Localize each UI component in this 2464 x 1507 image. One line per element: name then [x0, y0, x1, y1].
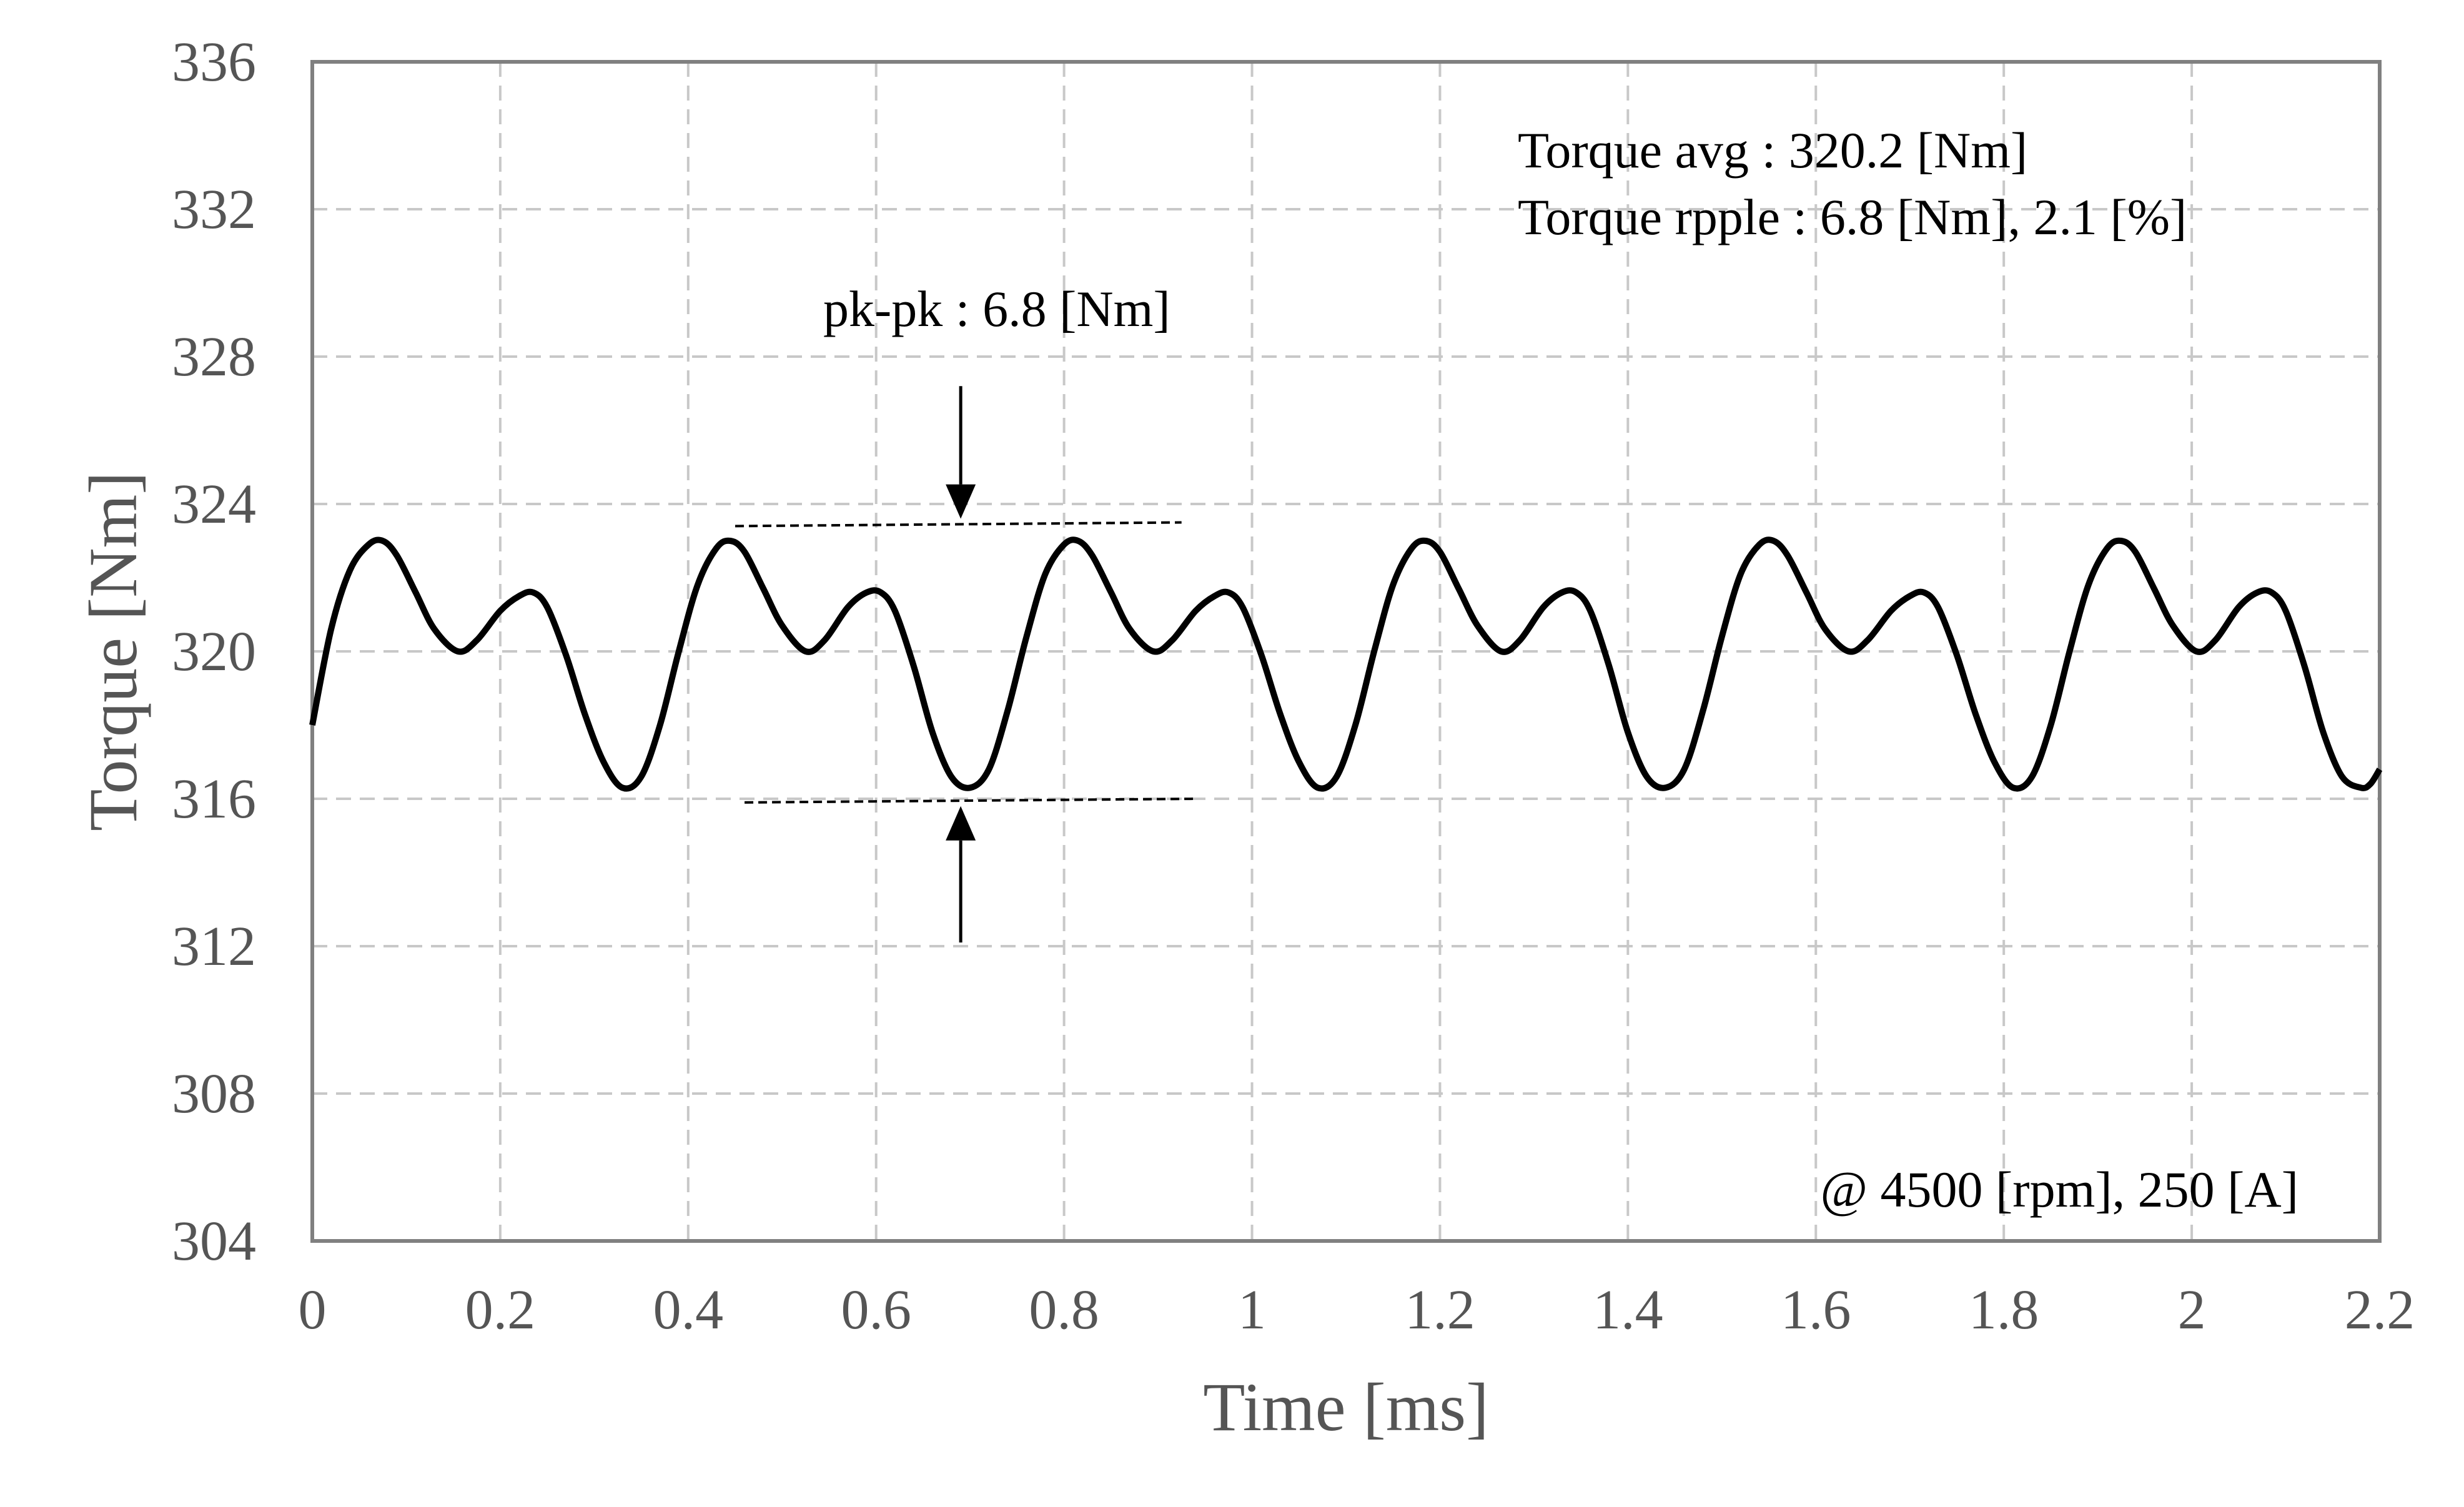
torque-ripple-label: Torque rpple : 6.8 [Nm], 2.1 [%] [1518, 189, 2187, 245]
pk-pk-label: pk-pk : 6.8 [Nm] [823, 280, 1170, 337]
up-arrow-head [946, 806, 976, 841]
torque-series-line [309, 536, 2383, 792]
operating-condition-label: @ 4500 [rpm], 250 [A] [1820, 1161, 2298, 1218]
y-tick-label: 320 [172, 621, 256, 683]
down-arrow-head [946, 484, 976, 519]
reference-lines [735, 521, 1196, 804]
y-tick-label: 336 [172, 31, 256, 93]
x-tick-label: 0.4 [653, 1279, 724, 1341]
x-tick-labels: 0 0.2 0.4 0.6 0.8 1 1.2 1.4 1.6 1.8 2 2.2 [299, 1279, 2415, 1341]
x-tick-label: 2 [2178, 1279, 2206, 1341]
x-tick-label: 2.2 [2345, 1279, 2415, 1341]
y-tick-labels: 304 308 312 316 320 324 328 332 336 [172, 31, 256, 1272]
peak-reference-line [735, 521, 1182, 528]
torque-avg-label: Torque avg : 320.2 [Nm] [1518, 122, 2027, 179]
y-axis-title: Torque [Nm] [75, 472, 151, 831]
y-tick-label: 316 [172, 768, 256, 830]
x-tick-label: 1.4 [1593, 1279, 1663, 1341]
x-tick-label: 1 [1238, 1279, 1266, 1341]
x-tick-label: 0 [299, 1279, 327, 1341]
x-tick-label: 0.2 [465, 1279, 536, 1341]
trough-reference-line [745, 798, 1196, 804]
y-tick-label: 308 [172, 1063, 256, 1125]
y-tick-label: 304 [172, 1210, 256, 1272]
x-tick-label: 1.6 [1781, 1279, 1851, 1341]
y-tick-label: 328 [172, 326, 256, 388]
y-tick-label: 324 [172, 473, 256, 535]
x-tick-label: 1.2 [1405, 1279, 1475, 1341]
grid-lines [312, 62, 2380, 1241]
y-tick-label: 312 [172, 916, 256, 977]
x-tick-label: 1.8 [1969, 1279, 2039, 1341]
x-tick-label: 0.8 [1029, 1279, 1099, 1341]
plot-area-frame [310, 60, 2382, 1243]
x-tick-label: 0.6 [841, 1279, 911, 1341]
x-axis-title: Time [ms] [1203, 1369, 1488, 1445]
y-tick-label: 332 [172, 179, 256, 240]
pk-pk-arrows [946, 386, 976, 943]
